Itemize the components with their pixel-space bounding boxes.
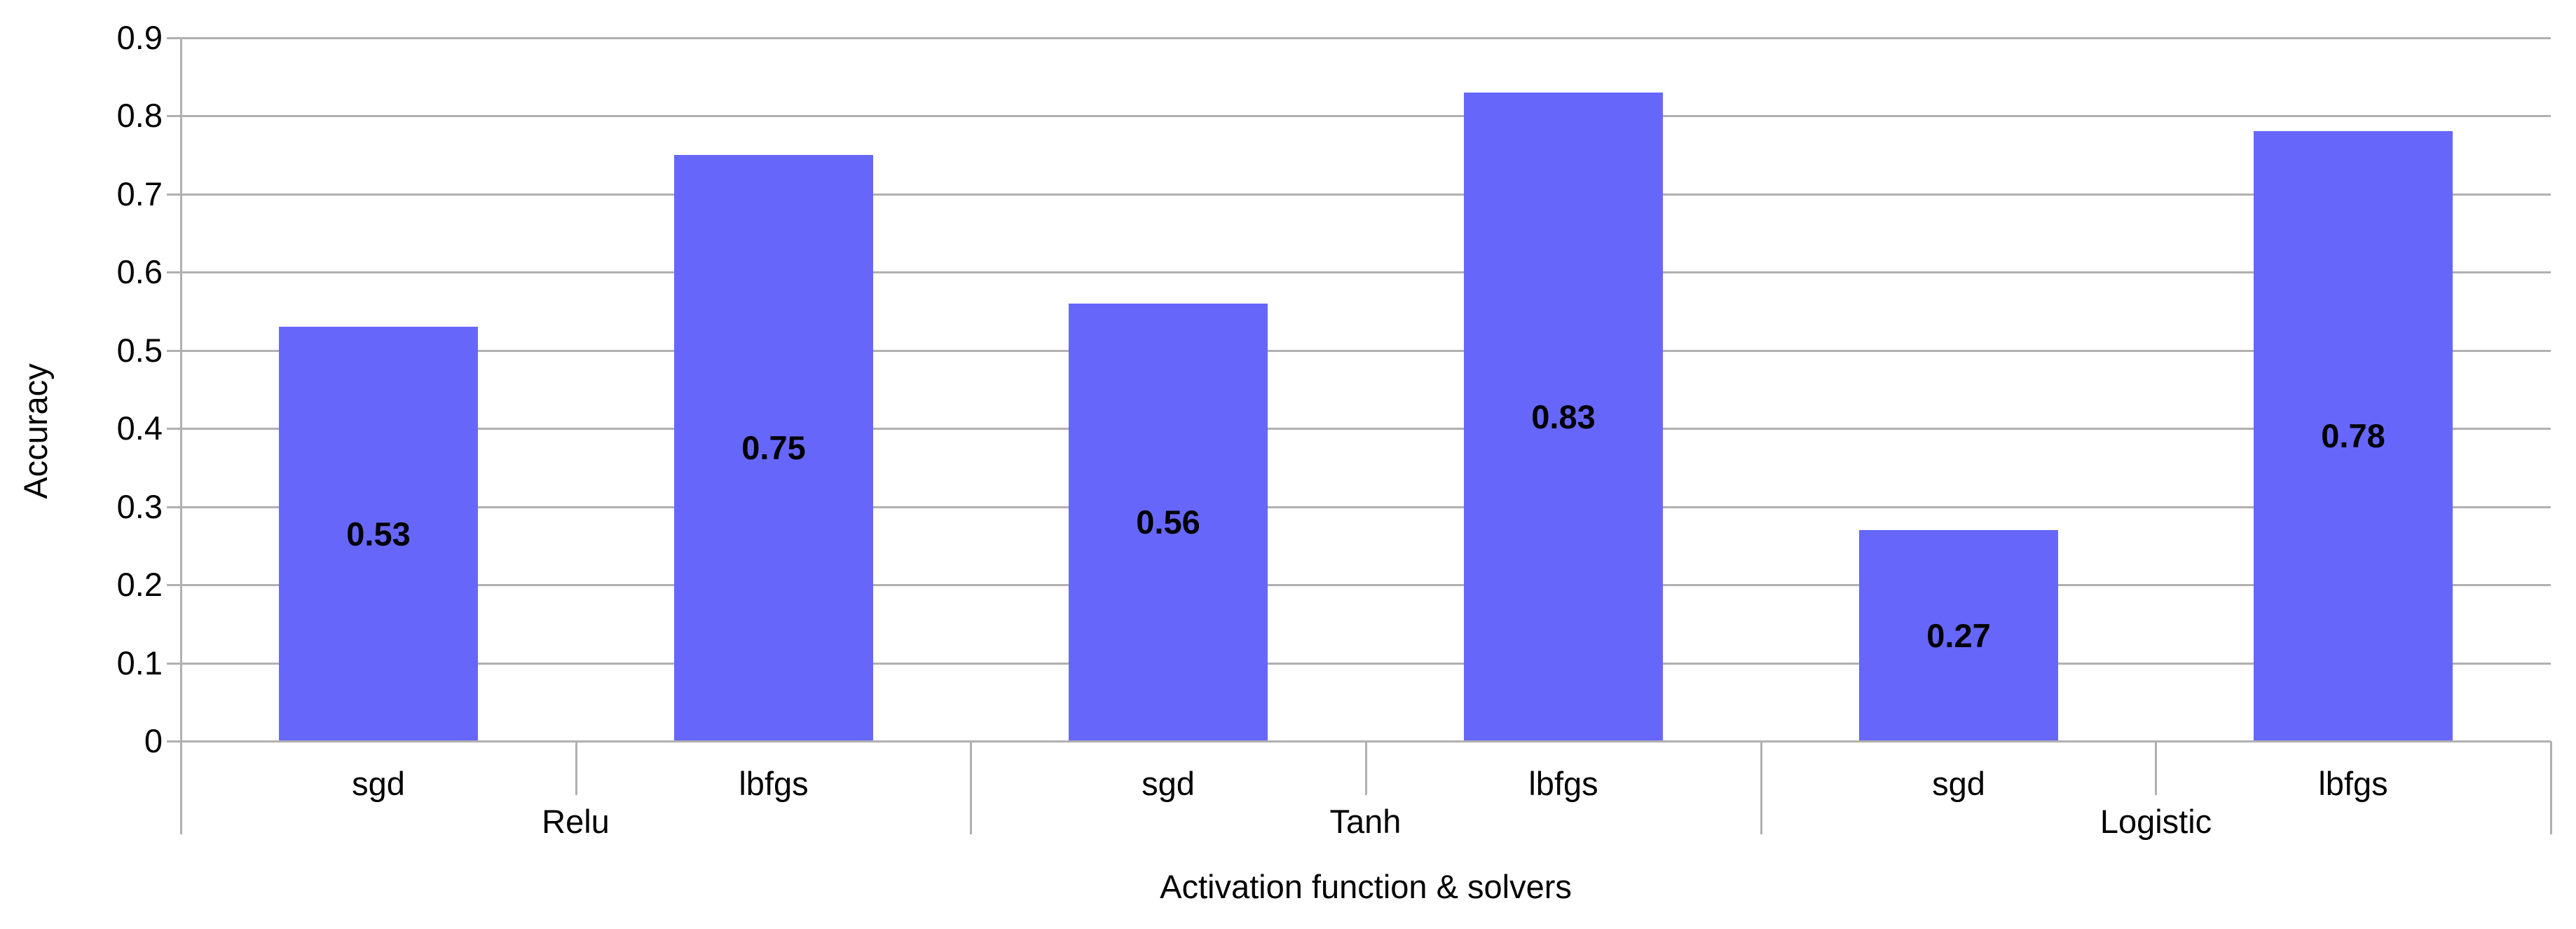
y-tick-label: 0.9 bbox=[116, 18, 163, 56]
gridline bbox=[167, 428, 2551, 430]
x-axis-line bbox=[167, 740, 2551, 742]
x-axis-title: Activation function & solvers bbox=[1160, 868, 1572, 905]
axis-tick-major bbox=[1760, 741, 1762, 834]
x-group-label: Relu bbox=[542, 803, 610, 840]
y-tick-label: 0.4 bbox=[116, 409, 163, 447]
bar bbox=[1464, 93, 1663, 741]
gridline bbox=[167, 271, 2551, 273]
y-tick-label: 0.3 bbox=[116, 487, 163, 525]
y-tick-label: 0.8 bbox=[116, 97, 163, 134]
x-category-label: sgd bbox=[352, 765, 405, 802]
bar-value-label: 0.83 bbox=[1531, 398, 1596, 435]
x-category-label: lbfgs bbox=[2318, 765, 2388, 802]
bar-value-label: 0.27 bbox=[1926, 617, 1991, 654]
bar-value-label: 0.56 bbox=[1136, 503, 1200, 541]
bar bbox=[2254, 131, 2453, 741]
y-tick-label: 0.1 bbox=[116, 644, 163, 682]
gridline bbox=[167, 584, 2551, 586]
bar-value-label: 0.75 bbox=[741, 429, 806, 466]
y-tick-label: 0.5 bbox=[116, 331, 163, 369]
axis-tick-minor bbox=[575, 741, 577, 795]
bar bbox=[1069, 304, 1268, 741]
bar-value-label: 0.53 bbox=[346, 515, 411, 552]
gridline bbox=[167, 193, 2551, 196]
x-group-label: Logistic bbox=[2099, 803, 2212, 840]
gridline bbox=[167, 115, 2551, 117]
y-tick-label: 0.2 bbox=[116, 566, 163, 603]
y-tick-label: 0.7 bbox=[116, 175, 163, 212]
axis-tick-minor bbox=[1365, 741, 1367, 795]
x-group-label: Tanh bbox=[1329, 803, 1402, 840]
gridline bbox=[167, 506, 2551, 508]
y-tick-label: 0 bbox=[144, 722, 163, 759]
y-tick-label: 0.6 bbox=[116, 253, 163, 290]
bar bbox=[279, 327, 478, 741]
bar bbox=[1859, 530, 2058, 741]
x-category-label: sgd bbox=[1932, 765, 1985, 802]
x-category-label: lbfgs bbox=[1528, 765, 1598, 802]
gridline bbox=[167, 662, 2551, 665]
y-axis-line bbox=[180, 37, 182, 834]
bar bbox=[674, 155, 873, 741]
axis-tick-major bbox=[970, 741, 972, 834]
gridline bbox=[167, 349, 2551, 352]
gridline bbox=[167, 36, 2551, 39]
axis-tick-major bbox=[2550, 741, 2552, 834]
x-category-label: sgd bbox=[1142, 765, 1195, 802]
axis-tick-minor bbox=[2155, 741, 2157, 795]
x-category-label: lbfgs bbox=[739, 765, 809, 802]
bar-value-label: 0.78 bbox=[2321, 417, 2385, 454]
